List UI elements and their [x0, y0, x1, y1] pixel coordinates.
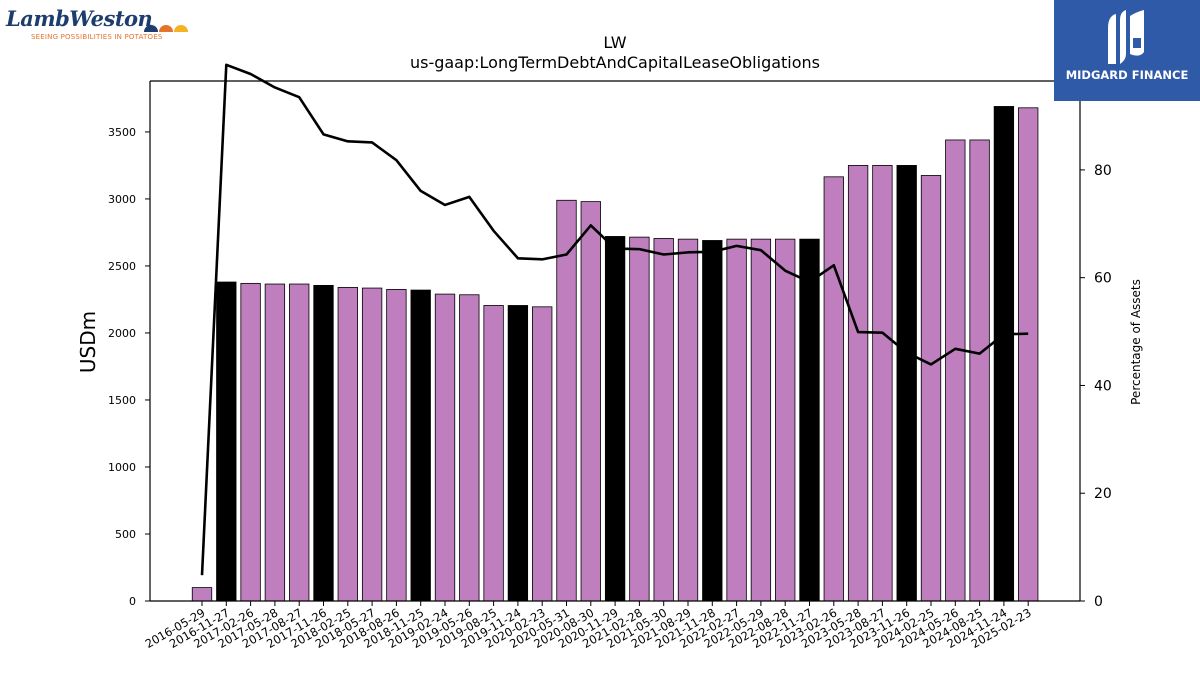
bar-2018-08-26: [386, 288, 407, 602]
bar-2024-08-25: [969, 139, 990, 602]
lamb-weston-tagline: SEEING POSSIBILITIES IN POTATOES: [31, 33, 163, 41]
y-tick-label-2000: 2000: [108, 327, 136, 340]
bar-2023-08-27: [872, 165, 893, 602]
bar-2020-11-29: [604, 236, 626, 602]
y-right-tick-label-40: 40: [1094, 378, 1112, 394]
bar-2017-11-26: [313, 284, 334, 602]
lamb-weston-logo: LambWeston SEEING POSSIBILITIES IN POTAT…: [4, 4, 189, 44]
bar-2021-02-28: [629, 236, 650, 602]
bar-2017-08-27: [289, 283, 310, 602]
bar-2024-02-25: [920, 175, 942, 602]
line-layer: [200, 63, 1029, 576]
chart-subtitle: us-gaap:LongTermDebtAndCapitalLeaseOblig…: [410, 53, 820, 72]
bar-2019-11-24: [507, 305, 529, 602]
bar-2019-08-25: [483, 305, 504, 602]
bar-2023-05-28: [847, 165, 869, 602]
y-axis-right-label: Percentage of Assets: [1129, 279, 1143, 405]
bars-layer: [191, 106, 1039, 602]
potato-dots-icon: [144, 25, 188, 32]
bar-2024-05-26: [945, 139, 966, 602]
y-tick-label-2500: 2500: [108, 260, 136, 273]
y-tick-label-3500: 3500: [108, 126, 136, 139]
y-axis-label: USDm: [76, 311, 100, 373]
y-tick-label-0: 0: [129, 595, 136, 608]
chart-title: LW: [603, 33, 626, 52]
bar-2021-05-30: [653, 238, 674, 602]
y-right-tick-label-60: 60: [1094, 271, 1112, 287]
bar-2017-05-28: [264, 283, 286, 602]
bar-2022-11-27: [799, 238, 820, 602]
bar-2020-02-23: [532, 306, 553, 602]
bar-2016-11-27: [216, 281, 237, 602]
bar-2025-02-23: [1018, 107, 1039, 602]
bar-2019-02-24: [434, 293, 456, 602]
midgard-brand-text: MIDGARD FINANCE: [1065, 68, 1189, 82]
percentage-of-assets-line: [200, 63, 1029, 576]
y-tick-label-3000: 3000: [108, 193, 136, 206]
y-right-tick-label-20: 20: [1094, 486, 1112, 502]
bar-2021-11-28: [702, 240, 723, 602]
bar-2022-02-27: [726, 238, 747, 602]
bar-2018-05-27: [361, 287, 383, 602]
bar-2023-11-26: [896, 165, 917, 602]
y-tick-label-1500: 1500: [108, 394, 136, 407]
bar-2022-05-29: [750, 238, 772, 602]
bar-2022-08-28: [775, 238, 796, 602]
bar-2020-08-30: [580, 201, 601, 602]
y-right-tick-label-0: 0: [1094, 594, 1103, 610]
y-right-tick-label-80: 80: [1094, 163, 1112, 179]
midgard-emblem-icon: [1108, 10, 1144, 64]
bar-2019-05-26: [459, 294, 480, 602]
bar-2017-02-26: [240, 282, 261, 602]
lamb-weston-wordmark: LambWeston: [6, 6, 153, 31]
ticks-layer: 0500100015002000250030003500020406080100…: [108, 55, 1121, 651]
y-tick-label-500: 500: [115, 528, 136, 541]
bar-2024-11-24: [993, 106, 1015, 602]
bar-2016-05-29: [191, 587, 213, 602]
bar-2021-08-29: [677, 238, 699, 602]
bar-2018-11-25: [410, 289, 431, 602]
y-tick-label-1000: 1000: [108, 461, 136, 474]
bar-2023-02-26: [823, 176, 844, 602]
midgard-finance-logo: MIDGARD FINANCE: [1054, 0, 1200, 101]
bar-2018-02-25: [337, 286, 358, 602]
bar-2020-05-31: [556, 199, 577, 602]
